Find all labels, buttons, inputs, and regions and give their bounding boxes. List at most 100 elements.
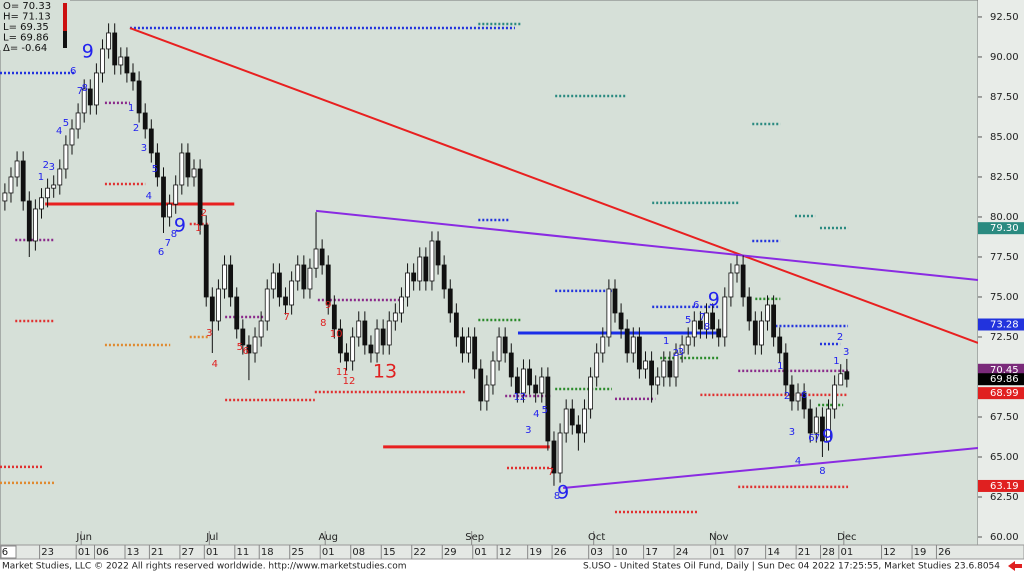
x-tick-label: 03 — [590, 547, 603, 558]
candle-body — [338, 328, 343, 354]
candle-body — [277, 272, 282, 298]
month-label: Dec — [837, 532, 856, 543]
candle-body — [258, 320, 264, 338]
candle-body — [148, 128, 154, 154]
candle-body — [545, 376, 551, 442]
candle-body — [368, 344, 374, 354]
candle-body — [100, 48, 105, 74]
count-label: 9 — [822, 425, 834, 447]
count-label: 5 — [152, 164, 158, 175]
footer-left: Market Studies, LLC © 2022 All rights re… — [2, 562, 407, 572]
y-tick-label: 90.00 — [990, 52, 1019, 63]
month-label: Oct — [588, 532, 605, 543]
count-label: 7 — [284, 312, 290, 323]
x-tick-label: 01 — [840, 547, 853, 558]
month-label: Jul — [205, 532, 218, 543]
candle-body — [795, 392, 801, 402]
candle-body — [142, 112, 148, 130]
price-tag-label: 70.45 — [990, 365, 1019, 376]
x-tick-label: 27 — [182, 547, 195, 558]
count-label: 9 — [82, 41, 94, 63]
candle-body — [185, 152, 191, 178]
candle-body — [45, 187, 50, 199]
candle-body — [411, 272, 417, 282]
candle-body — [51, 184, 57, 189]
count-label: 1 — [195, 223, 201, 234]
candle-body — [14, 160, 20, 178]
x-tick-label: 13 — [127, 547, 140, 558]
candle-body — [167, 203, 173, 218]
candle-body — [307, 267, 313, 290]
candle-body — [8, 176, 14, 194]
count-label: 9 — [174, 214, 186, 236]
candle-body — [466, 336, 471, 354]
count-label: 4 — [533, 409, 539, 420]
candle-body — [69, 128, 75, 146]
candle-body — [636, 336, 642, 370]
count-label: 1 — [38, 172, 44, 183]
candle-body — [490, 360, 496, 386]
candle-body — [484, 384, 490, 402]
x-tick-label: 26 — [554, 547, 567, 558]
count-label: 3 — [678, 347, 684, 358]
candle-body — [728, 272, 734, 298]
candle-body — [441, 264, 447, 290]
candle-body — [649, 360, 654, 386]
candle-body — [740, 264, 746, 298]
price-tag-label: 69.86 — [990, 374, 1019, 385]
candle-body — [521, 368, 526, 394]
candle-body — [112, 32, 118, 66]
price-tag — [978, 387, 1024, 400]
y-tick-label: 75.00 — [990, 292, 1019, 303]
candle-body — [734, 264, 740, 274]
candle-body — [838, 373, 844, 386]
info-bar-black — [63, 31, 67, 48]
count-label: 7 — [699, 312, 705, 323]
x-tick-label: 08 — [352, 547, 365, 558]
candle-body — [423, 256, 429, 282]
candle-body — [813, 416, 819, 434]
count-label: 2 — [201, 208, 207, 219]
candle-body — [777, 336, 783, 354]
count-label: 1 — [128, 103, 134, 114]
corner-box — [0, 545, 17, 559]
y-tick-label: 80.00 — [990, 212, 1019, 223]
count-label: 8 — [554, 491, 560, 502]
x-tick-label: 01 — [474, 547, 487, 558]
candle-body — [460, 336, 465, 354]
month-label: Nov — [709, 532, 729, 543]
scroll-arrow[interactable] — [1008, 561, 1022, 571]
x-tick-label: 12 — [883, 547, 896, 558]
y-tick-label: 85.00 — [990, 132, 1019, 143]
candle-body — [447, 288, 453, 314]
candle-body — [722, 296, 728, 338]
candle-body — [136, 80, 142, 114]
candle-body — [325, 264, 331, 306]
x-tick-label: 19 — [529, 547, 542, 558]
candle-body — [429, 240, 435, 282]
candle-body — [350, 336, 356, 362]
count-label: 4 — [795, 456, 801, 467]
count-label: 11 — [336, 367, 349, 378]
candle-body — [380, 328, 386, 346]
count-label: 8 — [704, 322, 710, 333]
x-tick-label: 15 — [383, 547, 396, 558]
count-label: 9 — [325, 300, 331, 311]
candle-body — [588, 376, 593, 410]
x-tick-label: 28 — [822, 547, 835, 558]
x-tick-label: 22 — [413, 547, 426, 558]
trend-line — [315, 209, 978, 282]
candle-body — [539, 376, 545, 394]
x-tick-label: 06 — [96, 547, 109, 558]
candle-body — [356, 320, 362, 338]
price-tag — [978, 479, 1024, 492]
candle-body — [295, 264, 301, 282]
candle-body — [209, 296, 215, 322]
candle-body — [472, 336, 478, 370]
candle-body — [655, 376, 661, 386]
x-tick-label: 07 — [737, 547, 750, 558]
price-axis — [978, 0, 1024, 545]
candle-body — [374, 328, 380, 354]
candle-body — [832, 384, 838, 410]
